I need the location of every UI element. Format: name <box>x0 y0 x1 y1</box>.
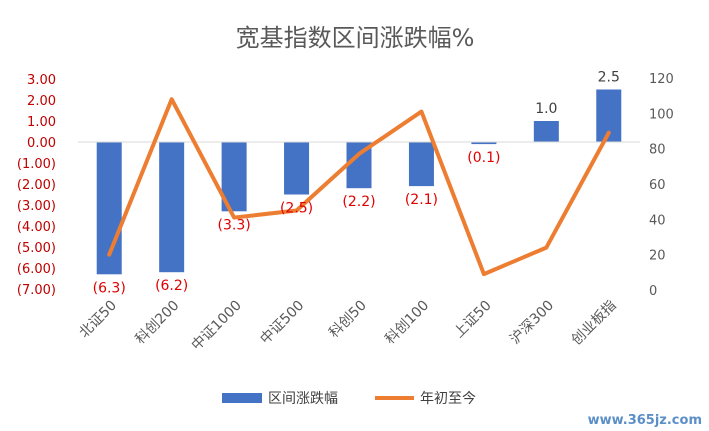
x-axis-category-label: 中证500 <box>257 298 307 348</box>
line-point <box>233 217 235 219</box>
bar-data-label: (6.3) <box>93 280 126 296</box>
bar <box>471 142 497 145</box>
line-point <box>171 98 173 100</box>
left-axis-tick-label: 3.00 <box>27 73 56 88</box>
legend-label-bar: 区间涨跌幅 <box>268 391 338 407</box>
x-axis-category-label: 中证1000 <box>189 298 245 354</box>
left-axis-tick-label: (3.00) <box>17 199 56 214</box>
line-point <box>358 153 360 155</box>
x-axis-category-label: 科创100 <box>382 298 432 348</box>
left-axis-tick-label: 1.00 <box>27 115 56 130</box>
line-point <box>108 254 110 256</box>
line-series <box>107 97 611 277</box>
right-axis-tick-label: 100 <box>649 107 674 122</box>
bar-data-label: (2.1) <box>405 192 438 208</box>
watermark: www.365jz.com <box>588 413 702 428</box>
bar <box>159 142 185 273</box>
legend-swatch-bar <box>222 393 262 403</box>
bar <box>408 142 434 187</box>
chart-title: 宽基指数区间涨跌幅% <box>236 24 475 52</box>
right-axis-tick-label: 40 <box>649 213 666 228</box>
left-axis-tick-label: (5.00) <box>17 241 56 256</box>
x-axis-category-label: 科创200 <box>132 298 182 348</box>
bar-data-label: 2.5 <box>598 70 620 86</box>
bar-data-label: (2.2) <box>342 194 375 210</box>
left-axis-tick-label: (1.00) <box>17 157 56 172</box>
line-point <box>545 247 547 249</box>
right-axis-tick-label: 20 <box>649 249 666 264</box>
left-axis-tick-label: 2.00 <box>27 94 56 109</box>
x-axis-category-label: 科创50 <box>326 298 370 342</box>
right-axis-tick-label: 120 <box>649 72 674 87</box>
x-axis-category-label: 创业板指 <box>569 298 620 349</box>
bar-series <box>96 89 622 275</box>
bar <box>284 142 310 195</box>
x-axis-labels: 北证50 科创200 中证1000 中证500 科创50 科创100 上证50 沪深300 创业… <box>76 298 619 354</box>
bar-data-label: (3.3) <box>218 217 251 233</box>
left-axis-tick-label: (7.00) <box>17 283 56 298</box>
left-axis-tick-label: 0.00 <box>27 136 56 151</box>
right-axis-tick-label: 80 <box>649 143 666 158</box>
bar <box>533 121 559 142</box>
right-axis-tick-label: 60 <box>649 178 666 193</box>
line-point <box>296 210 298 211</box>
bar-data-label: (6.2) <box>155 278 188 294</box>
legend: 区间涨跌幅 年初至今 <box>222 390 476 407</box>
left-axis-tick-label: (6.00) <box>17 262 56 277</box>
x-axis-category-label: 沪深300 <box>507 298 557 348</box>
line-point <box>420 111 422 113</box>
left-axis-tick-label: (2.00) <box>17 178 56 193</box>
bar-data-label: (0.1) <box>467 150 500 166</box>
bar-data-label: 1.0 <box>535 101 557 117</box>
x-axis-category-label: 上证50 <box>451 298 495 342</box>
line-point <box>608 132 610 134</box>
left-axis-tick-label: (4.00) <box>17 220 56 235</box>
data-labels: (6.3) (6.2) (3.3) (2.5) (2.2) (2.1) (0.1) 1.0 2.… <box>93 70 620 297</box>
left-y-axis: 3.00 2.00 1.00 0.00 (1.00) (2.00) (3.00) (4.00)… <box>17 73 56 298</box>
bar-data-label: (2.5) <box>280 201 313 217</box>
right-y-axis: 120 100 80 60 40 20 0 <box>649 72 674 299</box>
right-axis-tick-label: 0 <box>649 284 657 299</box>
legend-label-line: 年初至今 <box>420 390 476 407</box>
line-point <box>483 273 485 275</box>
x-axis-category-label: 北证50 <box>76 298 120 342</box>
